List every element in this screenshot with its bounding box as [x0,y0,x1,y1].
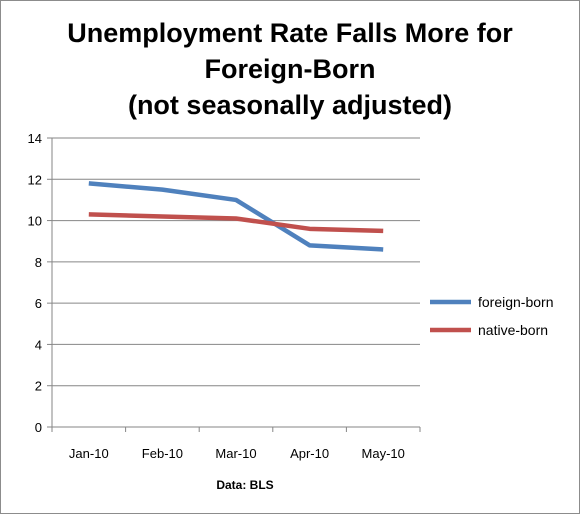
y-tick-label: 14 [28,131,42,146]
chart-title-line-3: (not seasonally adjusted) [127,90,453,120]
x-tick-label: Feb-10 [142,446,183,461]
series-line-native-born [88,212,384,234]
y-tick-label: 12 [28,172,42,187]
y-tick-label: 10 [28,214,42,229]
x-tick-label: May-10 [362,446,405,461]
x-tick-label: Apr-10 [290,446,329,461]
x-tick-label: Jan-10 [69,446,109,461]
grid-lines [52,137,420,387]
y-tick-label: 0 [35,420,42,435]
legend-label-native-born: native-born [478,322,548,338]
y-tick-label: 8 [35,255,42,270]
chart-title-line-1: Unemployment Rate Falls More for [67,18,513,48]
series-lines [88,181,384,252]
x-tick-label: Mar-10 [215,446,256,461]
legend-label-foreign-born: foreign-born [478,294,554,310]
y-tick-label: 2 [35,379,42,394]
y-tick-labels: 0 2 4 6 8 10 12 14 [28,131,42,435]
axes [47,137,421,432]
y-tick-label: 4 [35,337,42,352]
x-tick-labels: Jan-10 Feb-10 Mar-10 Apr-10 May-10 [69,446,405,461]
x-axis-label: Data: BLS [216,478,273,492]
chart-title-line-2: Foreign-Born [204,54,376,84]
y-tick-label: 6 [35,296,42,311]
series-line-foreign-born [88,181,384,252]
legend: foreign-born native-born [430,294,554,338]
